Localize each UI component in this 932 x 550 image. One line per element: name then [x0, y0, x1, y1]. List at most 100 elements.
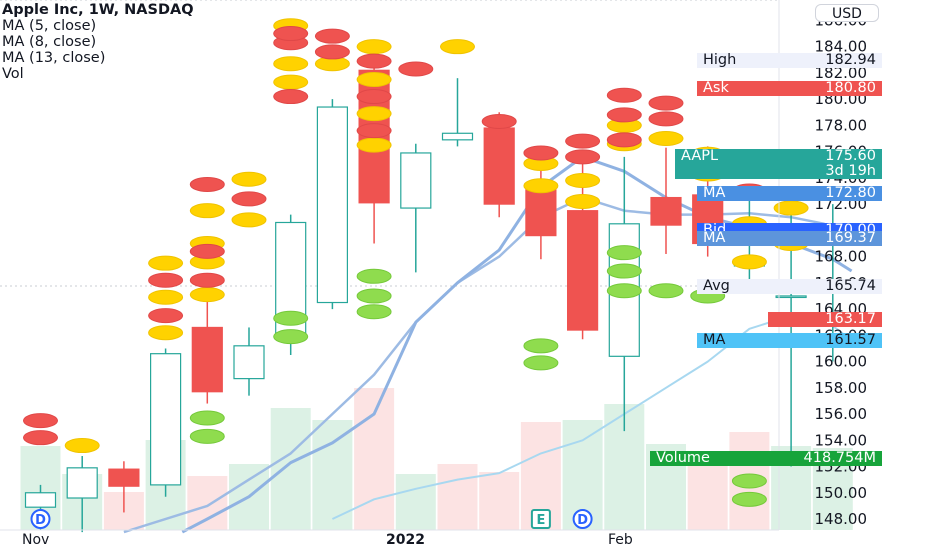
x-tick-label-2022: 2022	[386, 532, 425, 548]
legend-ma13[interactable]: MA (13, close)	[2, 50, 106, 66]
volume-bar-4	[187, 476, 228, 530]
yellow-dot-9-0	[273, 74, 309, 90]
price-label-key: Ask	[703, 80, 729, 96]
yellow-dot-14-2	[356, 71, 392, 87]
high-price-label: High 182.94	[697, 53, 882, 68]
green-dot-27-1	[606, 263, 642, 279]
candle-body-12	[525, 189, 557, 237]
yellow-dot-14-0	[356, 137, 392, 153]
candle-body-4	[191, 326, 223, 393]
event-letter: E	[536, 513, 545, 528]
red-dot-24-0	[565, 149, 601, 165]
green-dot-16-0	[356, 304, 392, 320]
red-dot-5-1	[189, 243, 225, 259]
legend-ma5[interactable]: MA (5, close)	[2, 18, 97, 34]
green-dot-27-0	[606, 283, 642, 299]
candle-body-3	[150, 353, 182, 486]
red-dot-21-0	[523, 145, 559, 161]
red-dot-13-0	[314, 44, 350, 60]
candle-body-5	[233, 345, 265, 380]
price-label-value: 169.37	[825, 230, 876, 246]
avg-price-label: Avg 165.74	[697, 279, 882, 294]
yellow-dot-20-0	[523, 178, 559, 194]
red-dot-15-0	[356, 123, 392, 139]
legend-ma8[interactable]: MA (8, close)	[2, 34, 97, 50]
yellow-dot-14-3	[356, 39, 392, 55]
y-tick-label: 168.00	[815, 248, 868, 266]
yellow-dot-14-1	[356, 106, 392, 122]
green-dot-35-1	[731, 473, 767, 489]
yellow-dot-4-3	[189, 203, 225, 219]
red-dot-5-0	[189, 272, 225, 288]
price-label-key: Volume	[656, 450, 710, 466]
volume-bar-6	[270, 408, 311, 530]
red-dot-3-1	[148, 272, 184, 288]
candle-body-15	[650, 196, 682, 226]
price-label-value: 180.80	[825, 80, 876, 96]
aapl-price-label: AAPL 175.60	[675, 149, 882, 164]
volume-bar-11	[479, 472, 520, 530]
chart-legend: Apple Inc, 1W, NASDAQ MA (5, close) MA (…	[2, 2, 194, 82]
price-label-value: 165.74	[825, 278, 876, 294]
price-label-value: 161.57	[825, 332, 876, 348]
red-dot-24-1	[565, 133, 601, 149]
green-dot-16-2	[356, 268, 392, 284]
volume-bar-8	[354, 388, 395, 530]
yellow-dot-1-0	[64, 438, 100, 454]
green-dot-27-2	[606, 245, 642, 261]
candle-body-10	[441, 132, 474, 141]
green-dot-11-1	[273, 310, 309, 326]
red-dot-8-0	[231, 191, 267, 207]
red-dot-10-2	[273, 26, 309, 42]
x-tick-label-nov: Nov	[22, 532, 49, 548]
volume-bar-9	[395, 474, 436, 530]
price-label-value: 418.754M	[803, 450, 876, 466]
yellow-dot-2-1	[148, 289, 184, 305]
price-label-value: 175.60	[825, 148, 876, 164]
earnings-icon	[530, 509, 551, 529]
candle-body-13	[566, 210, 599, 331]
green-dot-22-0	[523, 355, 559, 371]
yellow-dot-2-2	[148, 255, 184, 271]
price-label-value: 182.94	[825, 52, 876, 68]
candles	[24, 61, 849, 533]
green-dot-11-0	[273, 329, 309, 345]
yellow-dot-2-0	[148, 325, 184, 341]
candle-body-7	[316, 106, 348, 304]
y-tick-label: 158.00	[815, 379, 868, 397]
dividend-icon	[572, 509, 593, 529]
time-axis[interactable]: Nov 2022 Feb	[22, 532, 633, 548]
symbol-title[interactable]: Apple Inc, 1W, NASDAQ	[2, 2, 194, 18]
red-dot-26-0	[606, 132, 642, 148]
red-dot-0-0	[23, 430, 58, 446]
event-letter: D	[577, 513, 588, 528]
last-price-price-label: 163.17	[768, 312, 882, 327]
y-tick-label: 160.00	[815, 353, 868, 371]
yellow-dot-28-0	[648, 131, 684, 147]
green-dot-30-0	[648, 283, 684, 299]
yellow-dot-4-0	[189, 287, 225, 303]
countdown-value: 3d 19h	[825, 163, 876, 179]
red-dot-13-1	[314, 28, 350, 44]
price-label-value: 172.80	[825, 185, 876, 201]
countdown-label: 3d 19h	[675, 164, 882, 179]
yellow-dot-9-1	[273, 56, 309, 72]
red-dot-10-0	[273, 89, 309, 105]
red-dot-5-2	[189, 176, 225, 192]
candle-body-0	[24, 492, 57, 508]
currency-button[interactable]: USD	[815, 4, 879, 22]
volume-price-label: Volume 418.754M	[650, 451, 882, 466]
red-dot-29-1	[648, 95, 684, 111]
green-dot-22-1	[523, 338, 559, 354]
yellow-dot-36-1	[773, 200, 809, 216]
candle-body-2	[108, 468, 140, 487]
y-tick-label: 150.00	[815, 484, 868, 502]
candle-body-9	[400, 152, 432, 209]
yellow-dot-18-0	[440, 39, 475, 55]
legend-volume[interactable]: Vol	[2, 66, 24, 82]
candle-body-18	[775, 295, 807, 299]
green-dot-35-0	[731, 491, 767, 507]
y-tick-label: 178.00	[815, 116, 868, 134]
